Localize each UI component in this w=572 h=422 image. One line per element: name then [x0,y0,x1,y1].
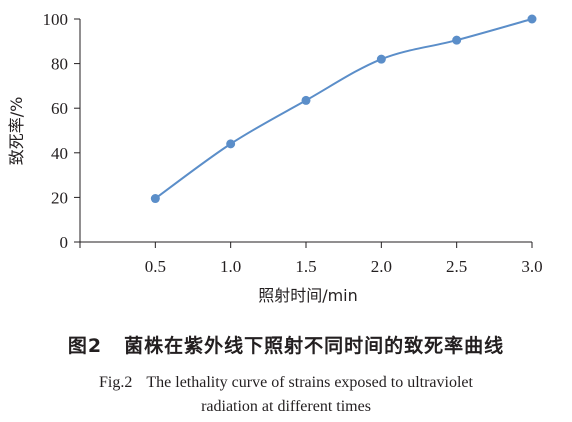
figure-caption-chinese: 图2 菌株在紫外线下照射不同时间的致死率曲线 [0,331,572,358]
figure-title-cn: 菌株在紫外线下照射不同时间的致死率曲线 [124,335,505,357]
y-tick-label: 0 [60,233,69,252]
y-axis-title: 致死率/% [7,97,26,166]
data-point [226,139,236,149]
y-tick-label: 80 [51,55,68,74]
x-tick-label: 1.5 [295,257,316,276]
data-point [527,14,537,24]
x-axis-title: 照射时间/min [258,286,358,305]
x-tick-label: 1.0 [220,257,241,276]
x-tick-label: 0.5 [145,257,166,276]
figure-number-cn: 图2 [67,335,103,357]
figure-title-en-line1: The lethality curve of strains exposed t… [146,374,473,391]
y-tick-label: 40 [51,144,68,163]
figure-number-en: Fig.2 [99,374,133,391]
series-points [150,14,537,204]
chart-tick-labels: 0 20 40 60 80 100 0.5 1.0 1.5 2.0 2.5 3.0 [43,10,543,276]
data-point [301,95,311,105]
x-tick-label: 2.5 [446,257,467,276]
series-line [154,18,533,200]
data-point [376,54,386,64]
y-tick-label: 20 [51,188,68,207]
x-tick-label: 2.0 [371,257,392,276]
data-point [150,194,160,204]
y-tick-label: 100 [43,10,69,29]
figure-caption-english: Fig.2 The lethality curve of strains expo… [0,371,572,419]
chart-axes [74,18,533,248]
data-point [452,35,462,45]
y-tick-label: 60 [51,99,68,118]
figure-title-en-line2: radiation at different times [201,398,371,415]
x-tick-label: 3.0 [521,257,542,276]
